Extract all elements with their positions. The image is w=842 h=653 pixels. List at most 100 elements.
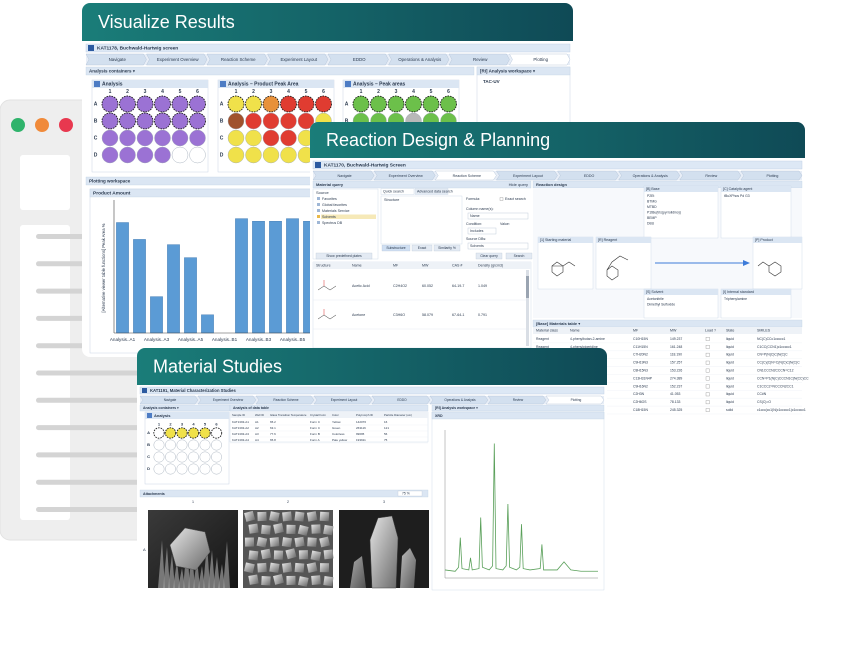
table-column: MW <box>670 329 677 333</box>
well <box>154 112 171 130</box>
well <box>101 146 119 164</box>
crystal-spike <box>203 543 210 588</box>
design-box-title: [C] Catalytic agent <box>723 187 752 191</box>
action-button <box>475 252 503 260</box>
action-button <box>505 252 533 260</box>
table-cell: Colorless <box>332 432 345 436</box>
table-column: MF <box>633 329 639 333</box>
well <box>199 451 211 463</box>
step-label: Operations & Analysis <box>444 398 476 402</box>
design-box <box>537 236 594 290</box>
particle <box>248 574 259 585</box>
step <box>327 53 389 66</box>
table-column: Crystal Form <box>310 413 327 417</box>
source-selected <box>321 214 376 219</box>
table-column: CAS # <box>452 264 462 268</box>
step <box>487 395 547 405</box>
table-column: Color <box>332 413 339 417</box>
y-axis-label: [Alternative viewer table functions] Pea… <box>101 223 106 312</box>
well <box>352 95 370 113</box>
table-cell: 118.190 <box>670 353 682 357</box>
checkbox <box>499 197 504 201</box>
plate-row: D <box>147 466 150 471</box>
well <box>245 95 262 113</box>
panel-header <box>139 489 429 498</box>
table-cell: 4-phenylbutan-2-amine <box>570 337 605 341</box>
plate-column: 4 <box>412 89 415 95</box>
form-label: Source DBs: <box>466 237 486 241</box>
image-column: 1 <box>192 500 194 504</box>
well <box>280 95 297 113</box>
table-cell: C2H4O2 <box>393 284 407 288</box>
card-header <box>137 348 607 385</box>
window-line <box>36 507 156 512</box>
particle <box>319 563 330 573</box>
particle <box>286 524 296 534</box>
load-checkbox <box>705 345 710 349</box>
particle <box>244 537 255 547</box>
source-item: Global favorites <box>322 203 347 207</box>
plate-column: 1 <box>158 421 161 426</box>
search-mode-label: Exact <box>418 246 427 250</box>
step-label: Plotting <box>533 57 548 62</box>
crystal <box>350 556 366 588</box>
zoom-box <box>397 490 423 497</box>
table-header <box>313 262 531 269</box>
crystal-spike <box>158 540 165 588</box>
design-box-header <box>596 237 651 243</box>
materials-title: [Base] Materials table ▾ <box>536 321 580 326</box>
step-label: Plotting <box>766 174 778 178</box>
step-label: Experiment Layout <box>331 398 358 402</box>
design-box-header <box>721 186 791 192</box>
table-cell: C9H16N2 <box>633 384 648 388</box>
design-box-title: [1] Starting material <box>540 238 571 242</box>
table-cell: KAT1393-A1 <box>232 420 249 424</box>
window-dot <box>11 118 25 132</box>
load-checkbox <box>705 408 710 412</box>
source-icon <box>317 203 320 206</box>
table-cell: CC#N <box>757 392 767 396</box>
load-checkbox <box>705 384 710 389</box>
particle <box>297 524 309 536</box>
input <box>467 227 497 235</box>
plate-column: 6 <box>447 89 450 95</box>
design-box-title: [B] Base <box>646 187 660 191</box>
well <box>154 95 171 113</box>
table-cell: 99695 <box>356 432 365 436</box>
table-header <box>230 412 428 418</box>
action-label: Search <box>514 254 525 258</box>
particle <box>297 576 309 587</box>
well <box>176 463 188 475</box>
well <box>171 146 189 164</box>
x-tick-label: Analysis..A3 <box>144 337 170 342</box>
plate-column: 5 <box>179 89 182 95</box>
image-column: 2 <box>287 500 289 504</box>
search-mode <box>433 244 461 252</box>
step-label: Reaction Scheme <box>273 398 298 402</box>
particle <box>248 550 259 561</box>
workspace-title: [RI] Analysis workspace ▾ <box>435 406 478 410</box>
bar <box>167 244 180 334</box>
table-header <box>533 327 802 334</box>
input <box>467 242 529 250</box>
app-logo <box>88 45 94 51</box>
structure-label: Structure <box>384 198 399 202</box>
containers-title: Analysis containers ▾ <box>143 406 179 410</box>
plate-column: 5 <box>305 89 308 95</box>
bar <box>150 296 163 334</box>
table-cell: KAT1393-A3 <box>232 432 249 436</box>
plate-row: A <box>220 101 224 107</box>
well <box>189 129 206 147</box>
design-item: BEMP <box>647 216 657 220</box>
crystal-spike <box>218 564 225 588</box>
table-cell: Acetic Acid <box>352 284 370 288</box>
load-checkbox <box>705 400 710 405</box>
plate-row: C <box>94 135 98 141</box>
design-box-title: [I] Internal standard <box>723 290 754 294</box>
table-cell: 157.257 <box>670 361 682 365</box>
particle <box>273 550 284 560</box>
crystal-spike <box>168 554 175 588</box>
well <box>176 427 188 439</box>
plate-row: A <box>147 430 150 435</box>
plate-column: 5 <box>430 89 433 95</box>
